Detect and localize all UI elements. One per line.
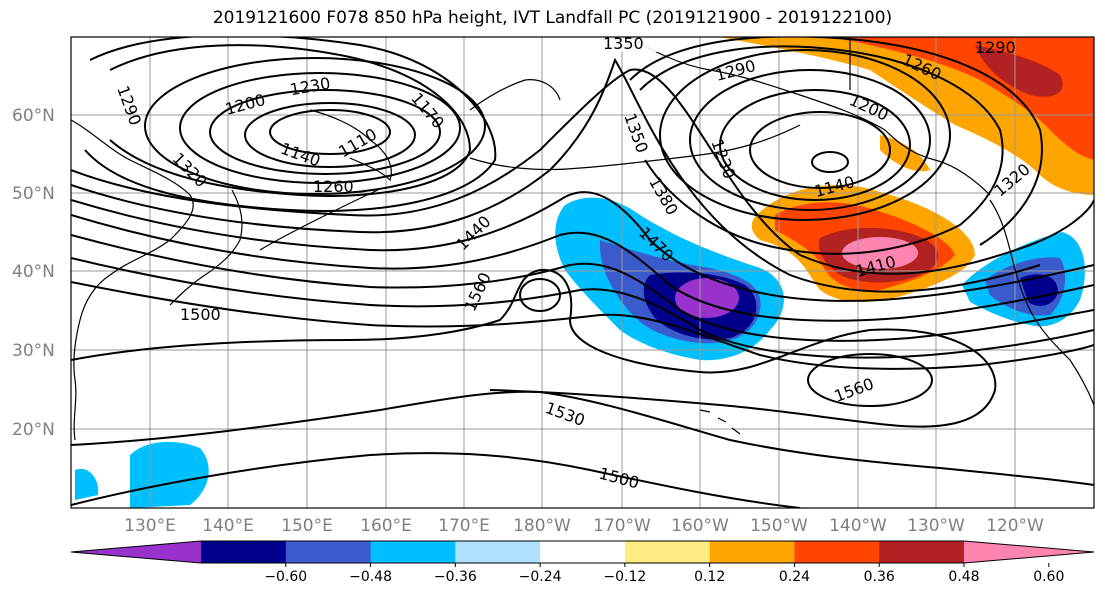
colorbar-segment <box>285 541 372 563</box>
colorbar-tick-label: −0.36 <box>434 569 477 585</box>
colorbar-segment <box>201 541 287 563</box>
contour-low-west-1140 <box>244 102 416 168</box>
lon-label-160e: 160°E <box>360 516 412 536</box>
ivt-shading <box>75 37 1094 508</box>
contour-1500-south <box>71 452 801 508</box>
hawaii-islands <box>699 409 741 435</box>
lon-label-130e: 130°E <box>124 516 176 536</box>
contour-1530-loop <box>71 268 997 428</box>
lon-label-140e: 140°E <box>202 516 254 536</box>
plot-frame <box>70 36 1095 509</box>
colorbar-tick-label: −0.12 <box>603 569 646 585</box>
contour-1380 <box>71 191 1094 302</box>
colorbar-tick-label: −0.48 <box>349 569 392 585</box>
lat-label-30n: 30°N <box>12 341 55 361</box>
contour-1260-east <box>639 45 1004 255</box>
colorbar-segment <box>540 541 626 563</box>
height-contours <box>71 37 1094 508</box>
lon-label-170w: 170°W <box>593 516 651 536</box>
colorbar-outline <box>70 540 1095 564</box>
map-title: 2019121600 F078 850 hPa height, IVT Land… <box>212 8 893 28</box>
lon-label-130w: 130°W <box>907 516 965 536</box>
contour-low-west-1110 <box>269 109 391 155</box>
contour-1560-east <box>807 353 933 407</box>
contour-low-west-1230 <box>144 57 486 195</box>
colorbar-tick-label: 0.48 <box>948 569 979 585</box>
colorbar-tick-label: −0.60 <box>264 569 307 585</box>
colorbar-segment <box>624 541 711 563</box>
lat-label-50n: 50°N <box>12 184 55 204</box>
longitude-labels: 130°E 140°E 150°E 160°E 170°E 180°W 170°… <box>124 516 1044 536</box>
positive-region-core <box>842 237 918 269</box>
positive-ne-inner <box>975 45 1063 97</box>
lon-label-120w: 120°W <box>986 516 1044 536</box>
contour-low-east-1110 <box>811 151 849 173</box>
contour-label-1290-ne: 1290 <box>975 38 1016 57</box>
alaska-coast <box>629 37 991 196</box>
contour-1500-north <box>71 281 1094 370</box>
lon-label-140w: 140°W <box>829 516 887 536</box>
contour-label-1260-west: 1260 <box>313 177 354 196</box>
contour-1470 <box>71 257 1094 359</box>
lat-label-40n: 40°N <box>12 262 55 282</box>
colorbar-segment <box>709 541 795 563</box>
contour-low-east-1140 <box>749 111 891 189</box>
contour-1260-west <box>109 44 472 197</box>
colorbar-segment <box>879 541 965 563</box>
contour-1560-small <box>519 278 561 312</box>
contour-1410 <box>71 214 1094 322</box>
positive-alaska-strip <box>880 135 930 172</box>
lon-label-150w: 150°W <box>750 516 808 536</box>
colorbar-extend-low <box>71 541 201 563</box>
lon-label-170e: 170°E <box>438 516 490 536</box>
north-america-coast <box>989 199 1094 406</box>
contour-1530 <box>71 390 1094 486</box>
contour-low-west-1170 <box>209 89 441 175</box>
kuril-islands <box>259 189 379 251</box>
contour-label-1500-west: 1500 <box>180 305 221 324</box>
colorbar-extend-high <box>964 541 1094 563</box>
lat-label-60n: 60°N <box>12 106 55 126</box>
colorbar-tick-label: 0.12 <box>694 569 725 585</box>
contour-1440 <box>71 234 1094 342</box>
contour-low-east-1230 <box>659 49 951 221</box>
contour-low-east-1200 <box>689 69 931 211</box>
latitude-labels: 60°N 50°N 40°N 30°N 20°N <box>12 106 55 440</box>
alaska-peninsula <box>469 79 561 111</box>
colorbar-tick-label: 0.60 <box>1033 569 1064 585</box>
contour-low-east-1170 <box>719 89 911 201</box>
colorbar-tick-label: 0.24 <box>779 569 810 585</box>
contour-1320 <box>71 68 1094 275</box>
lon-label-150e: 150°E <box>281 516 333 536</box>
negative-sw-west <box>75 468 99 500</box>
aleutian-islands <box>469 124 801 171</box>
contour-1290-east <box>629 37 1043 246</box>
negative-sw <box>130 441 209 508</box>
japan-coast <box>169 189 243 306</box>
kamchatka-coast <box>309 109 392 182</box>
colorbar-segment <box>794 541 880 563</box>
lon-label-180w: 180°W <box>513 516 571 536</box>
contour-label-1350-top: 1350 <box>603 34 644 53</box>
contour-low-west-1200 <box>179 72 461 184</box>
colorbar-segment <box>370 541 456 563</box>
colorbar-tick-label: −0.24 <box>519 569 562 585</box>
lon-label-160w: 160°W <box>671 516 729 536</box>
colorbar: −0.60 −0.48 −0.36 −0.24 −0.12 0.12 0.24 0.36 0.4… <box>70 540 1095 585</box>
colorbar-segment <box>455 541 541 563</box>
lat-label-20n: 20°N <box>12 420 55 440</box>
contour-1350 <box>71 57 1041 293</box>
colorbar-tick-label: 0.36 <box>864 569 895 585</box>
